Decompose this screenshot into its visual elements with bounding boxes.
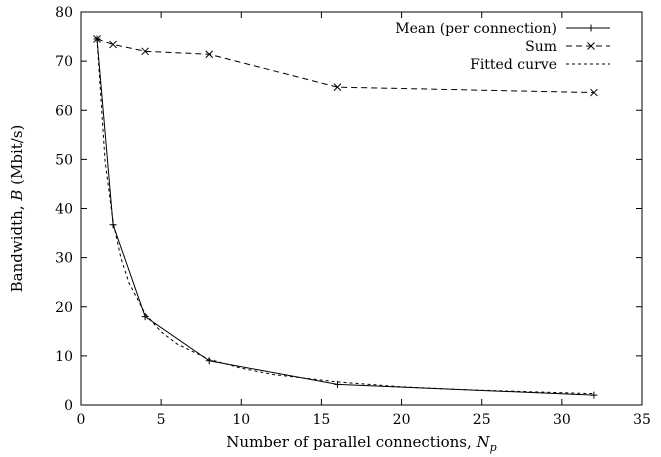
- y-tick-label: 20: [55, 300, 73, 316]
- y-axis-label: Bandwidth, B (Mbit/s): [8, 125, 26, 293]
- y-tick-label: 0: [64, 398, 73, 414]
- plot-border: [80, 11, 643, 406]
- series-line: [96, 38, 594, 395]
- axis-tick-labels: 0 5 10 15 20 25 30 35 0 10 20 30 40 50 60 70 80: [55, 5, 651, 428]
- x-tick-label: 35: [633, 412, 651, 428]
- y-axis-label-var: B: [8, 190, 26, 202]
- series-line: [96, 38, 594, 94]
- y-tick-label: 50: [55, 152, 73, 168]
- cross-marker: [109, 40, 117, 49]
- plot-frame: [80, 11, 643, 406]
- y-tick-label: 70: [55, 54, 73, 70]
- y-tick-label: 30: [55, 251, 73, 267]
- cross-marker: [590, 88, 598, 97]
- plus-marker: [587, 24, 595, 32]
- x-tick-label: 25: [473, 412, 491, 428]
- y-tick-label: 80: [55, 5, 73, 21]
- plus-marker: [109, 221, 117, 229]
- x-tick-label: 30: [553, 412, 571, 428]
- legend-label: Fitted curve: [470, 57, 557, 73]
- legend-label: Sum: [525, 39, 557, 55]
- plus-marker: [205, 357, 213, 365]
- x-tick-label: 5: [157, 412, 166, 428]
- legend: Mean (per connection) Sum Fitted curve: [395, 21, 610, 73]
- x-axis-label-text: Number of parallel connections,: [226, 433, 476, 451]
- series-0: [93, 35, 598, 399]
- y-axis-label-text: Bandwidth,: [8, 201, 26, 293]
- x-tick-label: 15: [313, 412, 331, 428]
- series-line: [96, 38, 594, 396]
- x-axis-label: Number of parallel connections, Np: [226, 433, 496, 454]
- series-2: [96, 38, 594, 395]
- y-tick-label: 10: [55, 349, 73, 365]
- axis-ticks: [80, 11, 643, 406]
- cross-marker: [93, 35, 101, 43]
- cross-marker: [205, 50, 214, 59]
- x-tick-label: 0: [77, 412, 86, 428]
- y-axis-label-unit: (Mbit/s): [8, 125, 26, 190]
- series-layer: [93, 35, 598, 399]
- cross-marker: [141, 47, 149, 56]
- plus-marker: [590, 391, 598, 399]
- cross-marker: [587, 42, 595, 50]
- x-axis-label-var: N: [476, 433, 491, 451]
- legend-label: Mean (per connection): [395, 21, 557, 37]
- y-tick-label: 60: [55, 103, 73, 119]
- x-tick-label: 10: [232, 412, 250, 428]
- plus-marker: [141, 313, 149, 321]
- y-tick-label: 40: [55, 202, 73, 218]
- plus-marker: [333, 380, 341, 388]
- series-1: [93, 35, 598, 97]
- x-axis-label-sub: p: [490, 441, 497, 454]
- cross-marker: [333, 83, 342, 92]
- x-tick-label: 20: [393, 412, 411, 428]
